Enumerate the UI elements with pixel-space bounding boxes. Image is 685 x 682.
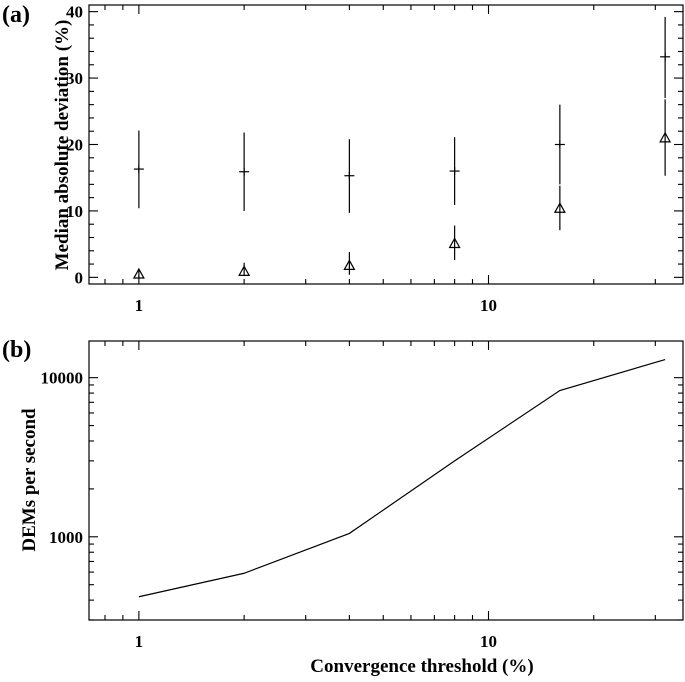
panel-a-marks [132,16,672,279]
panel-b-xlabel: Convergence threshold (%) [310,656,533,677]
panel-b-frame [88,340,684,621]
panel-b-marks [138,358,666,598]
x-tick-label: 1 [135,296,144,315]
y-tick-label: 10000 [41,369,84,388]
panel-a: (a) 1 10 0 10 20 30 40 Median absolute deviati… [2,2,684,315]
y-tick-label: 30 [66,69,83,88]
triangle-marker [343,259,356,270]
panel-a-frame [88,4,684,285]
x-tick-label: 10 [480,296,497,315]
panel-a-tag: (a) [2,2,30,28]
triangle-marker [132,267,145,279]
panel-b-tag: (b) [2,337,31,363]
x-tick-label: 10 [480,632,497,651]
panel-b: (b) 1 10 1000 10000 DEMs per second Converg… [2,337,684,677]
y-tick-label: 1000 [49,528,83,547]
panel-a-ylabel: Median absolute deviation (%) [52,20,73,271]
triangle-marker [448,237,461,249]
x-tick-label: 1 [135,632,144,651]
y-tick-label: 10 [66,202,83,221]
y-tick-label: 0 [75,268,84,287]
panel-b-ylabel: DEMs per second [19,408,40,552]
triangle-marker [238,265,251,276]
triangle-marker [553,202,566,213]
panel-a-ticks: 1 10 0 10 20 30 40 [66,3,683,315]
y-tick-label: 40 [66,3,83,22]
series-line [138,358,666,598]
triangle-marker [659,131,672,143]
y-tick-label: 20 [66,136,83,155]
panel-b-ticks: 1 10 1000 10000 [41,341,683,651]
